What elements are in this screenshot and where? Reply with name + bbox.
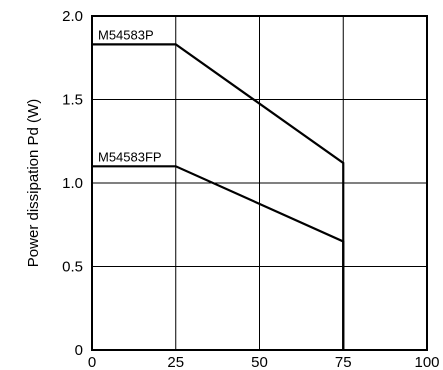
x-axis-ticks: 0 25 50 75 100	[88, 354, 440, 370]
series-label-m54583p: M54583P	[98, 27, 154, 42]
plot-frame	[91, 15, 428, 351]
x-tick-label: 75	[335, 354, 352, 370]
y-tick-label: 1.0	[62, 175, 83, 192]
x-tick-label: 25	[167, 354, 184, 370]
series-line-m54583p	[92, 43, 345, 350]
x-tick-label: 0	[88, 354, 96, 370]
series-layer: M54583P M54583FP	[92, 27, 345, 350]
x-tick-label: 50	[251, 354, 268, 370]
grid	[92, 16, 427, 350]
x-tick-label: 100	[414, 354, 439, 370]
y-axis-ticks: 0 0.5 1.0 1.5 2.0	[62, 8, 83, 359]
series-label-m54583fp: M54583FP	[98, 149, 162, 164]
y-tick-label: 1.5	[62, 92, 83, 109]
series-line-m54583fp	[92, 165, 345, 350]
y-axis-label: Power dissipation Pd (W)	[25, 99, 42, 267]
y-tick-label: 2.0	[62, 8, 83, 25]
y-tick-label: 0	[75, 342, 83, 359]
y-tick-label: 0.5	[62, 259, 83, 276]
